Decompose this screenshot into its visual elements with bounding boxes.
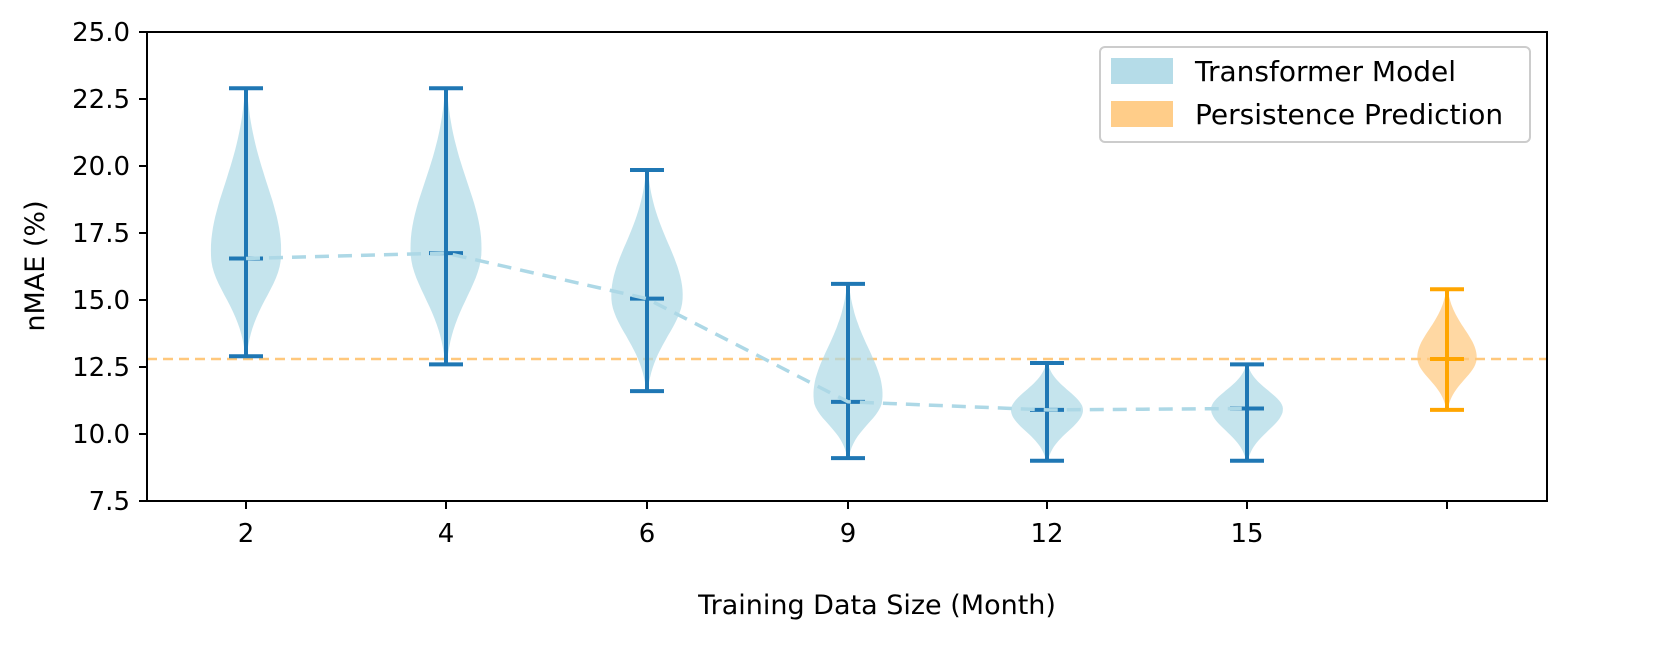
x-axis-label: Training Data Size (Month) [697,590,1056,621]
legend-swatch-persistence [1111,101,1173,127]
legend-frame [1099,46,1531,143]
axes: 7.5 10.0 12.5 15.0 17.5 20.0 22.5 25.0 2 4 6 9 12 15 [72,18,1548,549]
y-tick-label: 17.5 [72,219,130,249]
violin-transformer-model-0 [210,86,282,359]
y-tick-label: 7.5 [89,487,130,517]
y-tick-label: 15.0 [72,286,130,316]
median-trend-line [245,251,1248,412]
y-tick-label: 10.0 [72,420,130,450]
violin-transformer-model-4 [1011,360,1083,463]
violin-transformer-model-1 [410,86,482,367]
legend-label-persistence: Persistence Prediction [1195,98,1503,131]
legend: Transformer Model Persistence Prediction [1099,46,1531,143]
x-tick-label: 4 [438,519,455,549]
x-tick-label: 15 [1230,519,1263,549]
y-axis-label: nMAE (%) [20,200,51,331]
x-tick-label: 6 [639,519,656,549]
violin-transformer-model-2 [611,168,683,394]
legend-swatch-transformer [1111,58,1173,84]
x-tick-label: 9 [840,519,857,549]
x-tick-label: 12 [1030,519,1063,549]
violin-persistence-prediction-0 [1417,287,1477,412]
violin-transformer-model-3 [813,281,883,461]
violin-transformer-model-5 [1211,362,1283,463]
legend-label-transformer: Transformer Model [1194,55,1456,88]
plot-area [147,86,1547,463]
y-tick-label: 20.0 [72,152,130,182]
y-tick-label: 12.5 [72,353,130,383]
y-tick-label: 25.0 [72,18,130,48]
x-tick-label: 2 [238,519,255,549]
y-tick-label: 22.5 [72,85,130,115]
